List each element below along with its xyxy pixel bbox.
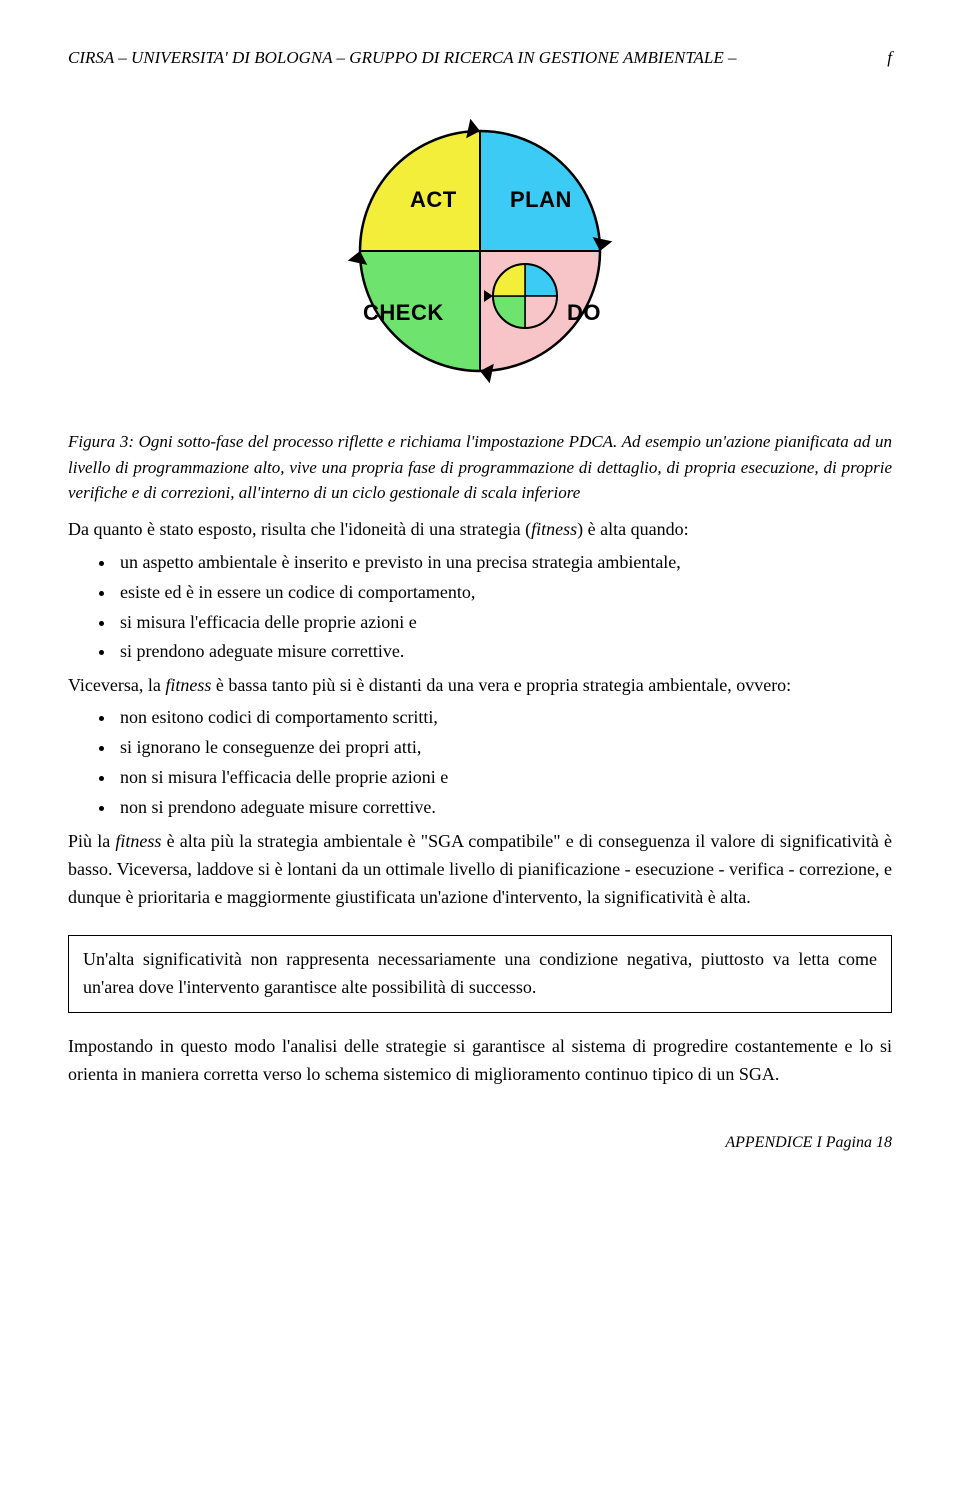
viceversa-line: Viceversa, la fitness è bassa tanto più …	[68, 672, 892, 700]
highlight-box: Un'alta significatività non rappresenta …	[68, 935, 892, 1013]
para2-b: è alta più la strategia ambientale è "SG…	[68, 831, 892, 907]
vice-a: Viceversa, la	[68, 675, 165, 695]
para2-fit: fitness	[115, 831, 161, 851]
vice-fitness: fitness	[165, 675, 211, 695]
intro-a: Da quanto è stato esposto, risulta che l…	[68, 519, 531, 539]
list-item: non si misura l'efficacia delle proprie …	[116, 764, 892, 792]
list-high-fitness: un aspetto ambientale è inserito e previ…	[68, 549, 892, 667]
intro-fitness: fitness	[531, 519, 577, 539]
para-closing: Impostando in questo modo l'analisi dell…	[68, 1033, 892, 1089]
page-footer: APPENDICE I Pagina 18	[68, 1131, 892, 1156]
list-item: si misura l'efficacia delle proprie azio…	[116, 609, 892, 637]
list-item: non si prendono adeguate misure corretti…	[116, 794, 892, 822]
label-plan: PLAN	[510, 183, 572, 217]
intro-b: ) è alta quando:	[577, 519, 688, 539]
label-do: DO	[567, 296, 601, 330]
pdca-circle: ACT PLAN DO CHECK	[295, 101, 665, 401]
header-right: f	[887, 45, 892, 71]
list-item: si ignorano le conseguenze dei propri at…	[116, 734, 892, 762]
header-left: CIRSA – UNIVERSITA' DI BOLOGNA – GRUPPO …	[68, 45, 736, 71]
label-check: CHECK	[363, 296, 444, 330]
list-item: esiste ed è in essere un codice di compo…	[116, 579, 892, 607]
list-item: si prendono adeguate misure correttive.	[116, 638, 892, 666]
pdca-svg	[295, 101, 665, 401]
list-low-fitness: non esitono codici di comportamento scri…	[68, 704, 892, 822]
list-item: non esitono codici di comportamento scri…	[116, 704, 892, 732]
para-fitness-sga: Più la fitness è alta più la strategia a…	[68, 828, 892, 912]
figure-caption: Figura 3: Ogni sotto-fase del processo r…	[68, 429, 892, 506]
caption-lead: Figura 3: Ogni sotto-fase del processo r…	[68, 432, 617, 451]
box-text: Un'alta significatività non rappresenta …	[83, 949, 877, 997]
pdca-diagram: ACT PLAN DO CHECK	[68, 101, 892, 401]
page-header: CIRSA – UNIVERSITA' DI BOLOGNA – GRUPPO …	[68, 45, 892, 71]
list-item: un aspetto ambientale è inserito e previ…	[116, 549, 892, 577]
vice-b: è bassa tanto più si è distanti da una v…	[211, 675, 791, 695]
para2-a: Più la	[68, 831, 115, 851]
label-act: ACT	[410, 183, 457, 217]
intro-line: Da quanto è stato esposto, risulta che l…	[68, 516, 892, 544]
